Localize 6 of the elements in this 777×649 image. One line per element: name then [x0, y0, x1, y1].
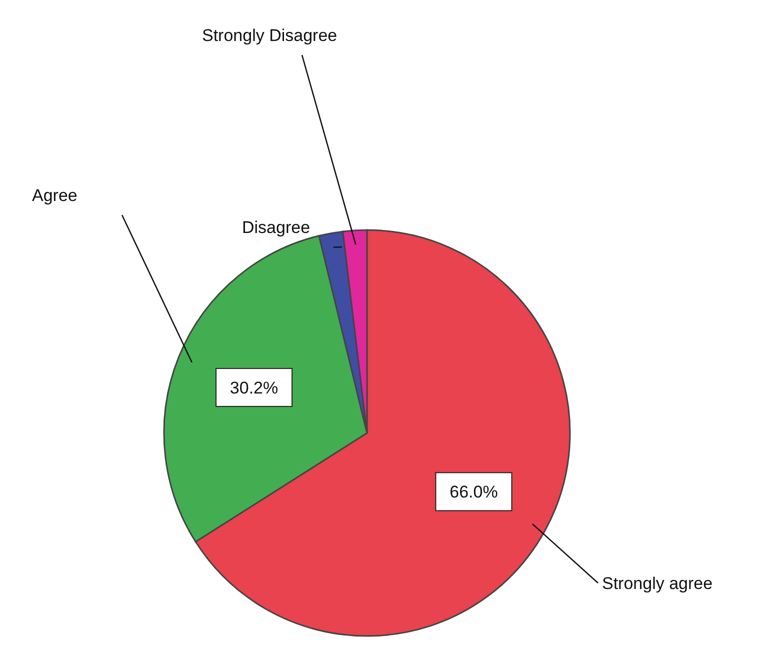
- slice-label: Agree: [32, 186, 78, 205]
- slice-label: Strongly Disagree: [202, 26, 338, 45]
- slice-label: Strongly agree: [602, 574, 713, 593]
- slice-label: Disagree: [242, 218, 310, 237]
- data-label: 66.0%: [450, 482, 498, 502]
- data-label: 30.2%: [230, 378, 278, 398]
